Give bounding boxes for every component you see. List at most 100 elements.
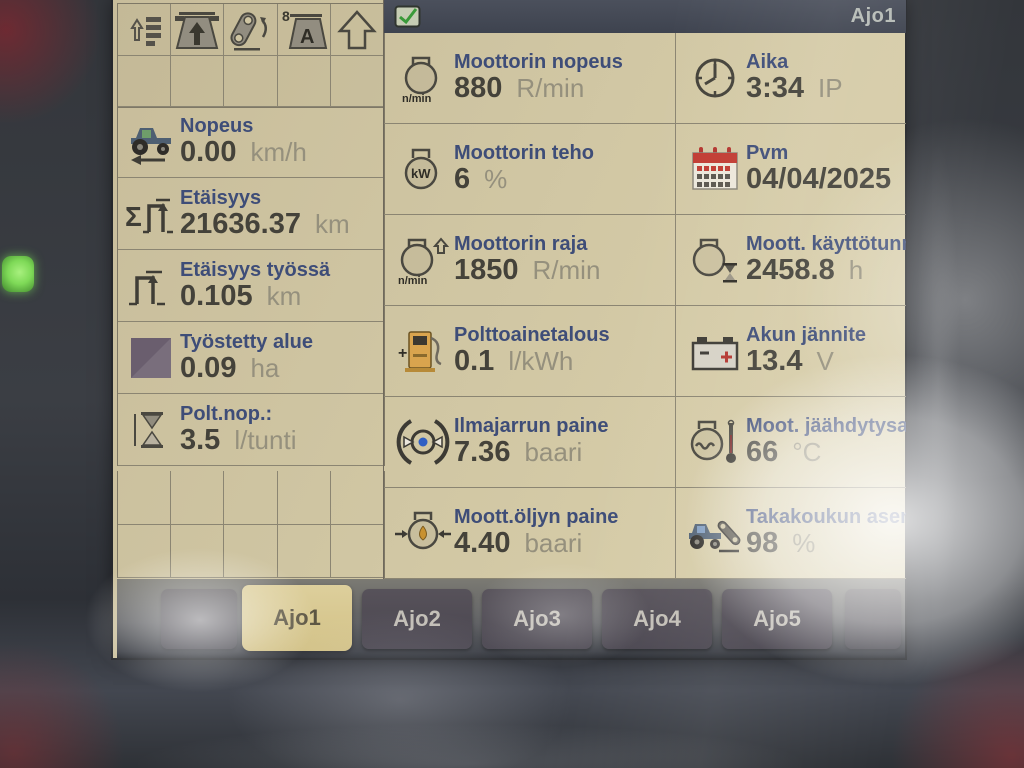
- metric-label: Ilmajarrun paine: [454, 415, 609, 438]
- power-led: [2, 256, 34, 292]
- metric-unit: R/min: [516, 73, 585, 104]
- terminal-screen: 8 A: [113, 0, 906, 658]
- link-arm-icon: [226, 8, 274, 52]
- tab-ajo1[interactable]: Ajo1: [242, 585, 352, 651]
- engine-limit-icon: n/min: [392, 235, 454, 285]
- metric-unit: h: [848, 255, 864, 286]
- metric-coolant-temp[interactable]: Moot. jäähdytysaine 66 °C: [676, 397, 906, 488]
- metric-label: Polt.nop.:: [180, 402, 273, 425]
- metric-total-distance[interactable]: Σ Etäisyys 21636.37 km: [118, 178, 384, 250]
- metric-label: Takakoukun asento: [746, 506, 906, 529]
- tab-ajo4[interactable]: Ajo4: [602, 589, 712, 649]
- metric-value: 3.5: [180, 423, 221, 456]
- svg-text:n/min: n/min: [398, 275, 428, 285]
- svg-text:Σ: Σ: [125, 201, 142, 232]
- metric-engine-hours[interactable]: Moott. käyttötunnit 2458.8 h: [676, 215, 906, 306]
- metric-value: 0.105: [180, 279, 253, 312]
- tab-ajo3[interactable]: Ajo3: [482, 589, 592, 649]
- profile-title: Ajo1: [850, 5, 896, 27]
- metric-time[interactable]: Aika 3:34 IP: [676, 33, 906, 124]
- metric-value: 04/04/2025: [746, 163, 892, 196]
- toolbar: 8 A: [117, 3, 385, 108]
- metric-label: Moott. käyttötunnit: [746, 233, 906, 256]
- arrow-up-icon: [335, 8, 379, 52]
- toolbar-button-2[interactable]: [171, 4, 225, 56]
- metric-fuel-economy[interactable]: + Polttoainetalous 0.1 l/kWh: [384, 306, 676, 397]
- work-distance-icon: [122, 262, 180, 310]
- tab-partial-left[interactable]: [161, 589, 237, 649]
- metric-unit: l/kWh: [508, 346, 574, 377]
- metric-work-distance[interactable]: Etäisyys työssä 0.105 km: [118, 250, 384, 322]
- worked-area-icon: [122, 334, 180, 382]
- engine-power-icon: kW: [392, 144, 454, 194]
- metric-worked-area[interactable]: Työstetty alue 0.09 ha: [118, 322, 384, 394]
- tab-ajo2[interactable]: Ajo2: [362, 589, 472, 649]
- metric-value: 6: [454, 163, 471, 196]
- metric-value: 0.1: [454, 345, 495, 378]
- metric-label: Työstetty alue: [180, 330, 313, 353]
- metric-unit: baari: [524, 528, 583, 559]
- metric-unit: km/h: [250, 136, 307, 167]
- metric-rear-hitch-position[interactable]: Takakoukun asento 98%: [676, 488, 906, 579]
- metric-unit: km: [266, 280, 302, 311]
- hitch-raise-icon: [173, 8, 221, 52]
- coolant-temp-icon: [684, 417, 746, 467]
- tab-partial-right[interactable]: [845, 589, 901, 649]
- metric-battery-voltage[interactable]: Akun jännite 13.4 V: [676, 306, 906, 397]
- metric-value: 66: [746, 436, 779, 469]
- metric-unit: %: [484, 164, 508, 195]
- tractor-speed-icon: [122, 118, 180, 166]
- metric-label: Pvm: [746, 142, 789, 165]
- metric-unit: l/tunti: [234, 424, 297, 455]
- metric-label: Moottorin teho: [454, 142, 594, 165]
- metric-value: 880: [454, 72, 503, 105]
- battery-icon: [684, 327, 746, 375]
- metric-oil-pressure[interactable]: Moott.öljyn paine 4.40 baari: [384, 488, 676, 579]
- toolbar-empty-3: [224, 56, 278, 107]
- metric-value: 7.36: [454, 436, 511, 469]
- metric-value: 0.00: [180, 135, 237, 168]
- metric-value: 2458.8: [746, 254, 835, 287]
- oil-pressure-icon: [392, 508, 454, 558]
- metric-unit: %: [792, 528, 816, 559]
- metric-label: Moot. jäähdytysaine: [746, 415, 906, 438]
- metric-value: 3:34: [746, 72, 805, 105]
- metric-value: 1850: [454, 254, 519, 287]
- toolbar-empty-5: [330, 56, 384, 107]
- metric-unit: R/min: [532, 255, 601, 286]
- metric-engine-speed[interactable]: n/min Moottorin nopeus 880 R/min: [384, 33, 676, 124]
- metric-grid: n/min Moottorin nopeus 880 R/min: [384, 33, 906, 579]
- metric-unit: °C: [792, 437, 822, 468]
- svg-text:A: A: [300, 26, 314, 48]
- main-header: Ajo1: [384, 0, 906, 33]
- metric-label: Aika: [746, 51, 789, 74]
- arrow-up-list-icon: [122, 8, 166, 52]
- green-check-icon[interactable]: [394, 5, 421, 28]
- metric-label: Moott.öljyn paine: [454, 506, 619, 529]
- metric-value: 4.40: [454, 527, 511, 560]
- svg-text:kW: kW: [411, 166, 431, 181]
- toolbar-button-4[interactable]: 8 A: [277, 4, 331, 56]
- metric-date[interactable]: Pvm 04/04/2025: [676, 124, 906, 215]
- engine-hours-icon: [684, 235, 746, 285]
- metric-value: 13.4: [746, 345, 803, 378]
- metric-engine-power[interactable]: kW Moottorin teho 6%: [384, 124, 676, 215]
- metric-air-brake-pressure[interactable]: Ilmajarrun paine 7.36 baari: [384, 397, 676, 488]
- metric-speed[interactable]: Nopeus 0.00 km/h: [118, 106, 384, 178]
- left-metric-list: Nopeus 0.00 km/h Σ Etäisyys 21636.: [117, 106, 385, 466]
- left-empty-grid: [117, 471, 385, 578]
- metric-fuel-rate[interactable]: Polt.nop.: 3.5 l/tunti: [118, 394, 384, 466]
- toolbar-button-1[interactable]: [118, 4, 172, 56]
- toolbar-button-5[interactable]: [330, 4, 384, 56]
- draft-control-a-icon: 8 A: [280, 8, 328, 52]
- metric-label: Akun jännite: [746, 324, 867, 347]
- metric-value: 98: [746, 527, 779, 560]
- svg-text:+: +: [398, 345, 407, 362]
- tab-ajo5[interactable]: Ajo5: [722, 589, 832, 649]
- main-panel: Ajo1 n/min Moottorin nopeus 880 R/min: [383, 0, 906, 579]
- fuel-rate-icon: [122, 408, 180, 452]
- metric-unit: IP: [818, 73, 843, 104]
- metric-engine-limit[interactable]: n/min Moottorin raja 1850 R/min: [384, 215, 676, 306]
- toolbar-button-3[interactable]: [224, 4, 278, 56]
- metric-value: 0.09: [180, 351, 237, 384]
